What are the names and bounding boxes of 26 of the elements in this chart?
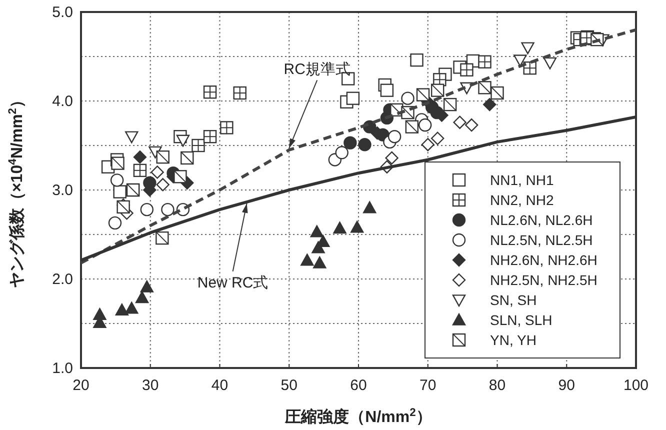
legend-label: NH2.6N, NH2.6H [490,252,598,268]
x-tick-label: 20 [72,377,90,394]
legend-label: NN2, NH2 [490,192,554,208]
legend-label: NL2.5N, NL2.5H [490,232,593,248]
y-tick-label: 3.0 [52,182,73,199]
x-tick-label: 60 [350,377,367,394]
legend-label: YN, YH [490,332,536,348]
legend-label: SN, SH [490,292,537,308]
x-tick-label: 30 [142,377,159,394]
legend-label: NH2.5N, NH2.5H [490,272,598,288]
y-tick-label: 4.0 [52,93,73,110]
x-tick-label: 50 [280,377,298,394]
x-tick-label: 100 [623,377,649,394]
y-tick-label: 1.0 [52,360,73,377]
annotation: New RC式 [197,274,268,292]
x-tick-label: 70 [420,377,436,394]
legend-label: SLN, SLH [490,312,552,328]
annotation: RC規準式 [284,61,350,78]
x-axis-title: 圧縮強度（N/mm$^{2}$） [284,407,432,426]
y-tick-label: 2.0 [52,271,73,288]
x-tick-label: 40 [211,377,228,394]
y-tick-label: 5.0 [52,4,73,21]
legend-label: NL2.6N, NL2.6H [490,212,593,228]
legend-label: NN1, NH1 [490,172,554,188]
x-tick-label: 90 [558,377,575,394]
x-tick-label: 80 [488,377,506,394]
